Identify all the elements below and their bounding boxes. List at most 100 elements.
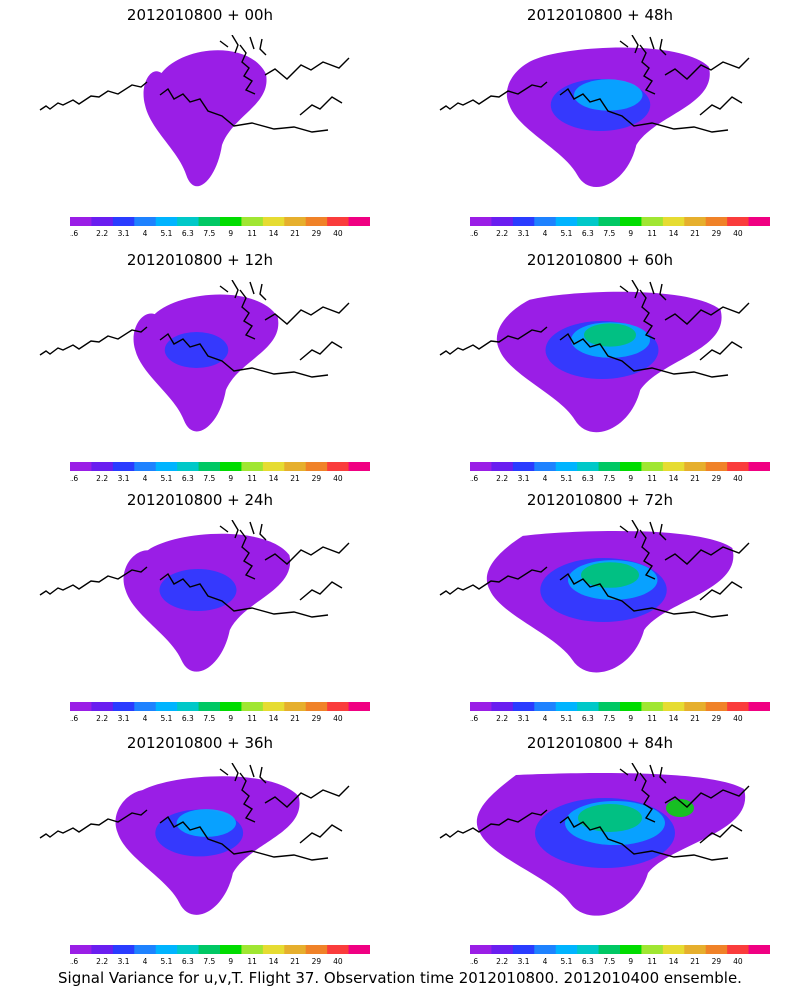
figure-caption: Signal Variance for u,v,T. Flight 37. Ob… [58, 969, 742, 987]
colorbar-tick-label: 21 [690, 957, 700, 965]
colorbar-swatch [134, 945, 157, 954]
colorbar-tick-label: 1.6 [470, 957, 478, 965]
colorbar-swatch [220, 217, 242, 226]
colorbar-swatch [284, 217, 307, 226]
colorbar-swatch [112, 462, 135, 471]
colorbar-tick-label: 1.6 [70, 714, 78, 722]
colorbar: 1.6 2.2 3.1 4 5.1 6.3 7.5 9 11 14 21 29 40 [70, 462, 370, 482]
panel-title: 2012010800 + 00h [126, 6, 274, 24]
colorbar-tick-label: 11 [647, 474, 657, 482]
variance-field [476, 773, 746, 916]
colorbar-tick-label: 29 [312, 229, 322, 237]
colorbar: 1.6 2.2 3.1 4 5.1 6.3 7.5 9 11 14 21 29 40 [470, 217, 770, 237]
colorbar-tick-label: 29 [712, 957, 722, 965]
panel-title: 2012010800 + 36h [126, 734, 274, 752]
colorbar-swatch [491, 702, 514, 711]
colorbar-swatch [727, 462, 750, 471]
colorbar-swatch [534, 945, 557, 954]
colorbar: 1.6 2.2 3.1 4 5.1 6.3 7.5 9 11 14 21 29 40 [70, 945, 370, 965]
colorbar-swatch [284, 702, 307, 711]
colorbar-swatch [641, 945, 664, 954]
colorbar-tick-label: 40 [333, 714, 343, 722]
colorbar-tick-label: 5.1 [160, 229, 172, 237]
colorbar-tick-label: 2.2 [496, 714, 508, 722]
colorbar-swatch [70, 462, 92, 471]
colorbar-tick-label: 1.6 [470, 714, 478, 722]
colorbar-swatch [577, 945, 600, 954]
colorbar-swatch [155, 702, 178, 711]
colorbar-swatch [241, 462, 264, 471]
colorbar-swatch [620, 217, 642, 226]
forecast-panel: 2012010800 + 84h 1.6 2.2 3.1 4 5.1 6.3 7.5 9 11 14… [410, 733, 790, 965]
colorbar-tick-label: 21 [690, 229, 700, 237]
colorbar-swatch [134, 702, 157, 711]
colorbar-swatch [348, 217, 370, 226]
colorbar-swatch [512, 702, 535, 711]
colorbar-tick-label: 2.2 [96, 957, 108, 965]
colorbar-swatch [662, 945, 685, 954]
colorbar-swatch [220, 702, 242, 711]
colorbar-swatch [91, 945, 114, 954]
colorbar-swatch [262, 462, 285, 471]
colorbar-tick-label: 40 [733, 957, 743, 965]
colorbar-swatch [534, 702, 557, 711]
colorbar-tick-label: 7.5 [603, 474, 615, 482]
panel-title: 2012010800 + 72h [526, 491, 674, 509]
colorbar-swatch [134, 217, 157, 226]
colorbar-swatch [684, 462, 707, 471]
variance-map [439, 35, 750, 188]
colorbar-swatch [112, 945, 135, 954]
colorbar-tick-label: 3.1 [518, 229, 530, 237]
colorbar-tick-label: 9 [628, 229, 633, 237]
colorbar-swatch [534, 217, 557, 226]
colorbar-swatch [748, 702, 770, 711]
colorbar-tick-label: 21 [290, 229, 300, 237]
colorbar-tick-label: 40 [333, 229, 343, 237]
colorbar-swatch [491, 945, 514, 954]
colorbar-swatch [327, 702, 350, 711]
colorbar-tick-label: 21 [290, 714, 300, 722]
colorbar-swatch [305, 217, 328, 226]
colorbar-swatch [662, 462, 685, 471]
colorbar-tick-label: 7.5 [203, 229, 215, 237]
forecast-panel: 2012010800 + 60h 1.6 2.2 3.1 4 5.1 6.3 7.5 9 11 14… [410, 250, 790, 482]
colorbar-swatch [577, 217, 600, 226]
colorbar-tick-label: 1.6 [70, 474, 78, 482]
variance-map [439, 520, 750, 673]
forecast-panel: 2012010800 + 36h 1.6 2.2 3.1 4 5.1 6.3 7.5 9 11 14… [10, 733, 390, 965]
colorbar-swatch [262, 217, 285, 226]
colorbar-swatch [284, 945, 307, 954]
colorbar-swatch [177, 945, 200, 954]
colorbar-tick-label: 3.1 [118, 229, 130, 237]
colorbar-tick-label: 6.3 [582, 474, 594, 482]
colorbar-tick-label: 5.1 [560, 957, 572, 965]
colorbar-tick-label: 6.3 [582, 957, 594, 965]
colorbar-tick-label: 3.1 [118, 474, 130, 482]
colorbar-swatch [470, 702, 492, 711]
colorbar-tick-label: 5.1 [560, 229, 572, 237]
colorbar-swatch [512, 217, 535, 226]
forecast-panel: 2012010800 + 48h 1.6 2.2 3.1 4 5.1 6.3 7.5 9 11 14… [410, 5, 790, 237]
variance-map [439, 763, 750, 916]
colorbar-tick-label: 6.3 [182, 957, 194, 965]
colorbar-swatch [512, 945, 535, 954]
variance-field [143, 50, 267, 187]
colorbar-tick-label: 6.3 [582, 229, 594, 237]
panel-title: 2012010800 + 84h [526, 734, 674, 752]
colorbar-swatch [727, 702, 750, 711]
colorbar-tick-label: 6.3 [582, 714, 594, 722]
forecast-panel: 2012010800 + 12h 1.6 2.2 3.1 4 5.1 6.3 7.5 9 11 14… [10, 250, 390, 482]
colorbar-swatch [91, 702, 114, 711]
variance-field [123, 533, 291, 672]
variance-map [39, 35, 350, 187]
colorbar-swatch [198, 702, 221, 711]
colorbar-swatch [684, 945, 707, 954]
colorbar-swatch [555, 702, 578, 711]
colorbar-tick-label: 7.5 [203, 714, 215, 722]
coastline [439, 763, 750, 861]
colorbar-swatch [241, 702, 264, 711]
colorbar-tick-label: 21 [290, 957, 300, 965]
colorbar-tick-label: 29 [312, 714, 322, 722]
colorbar-tick-label: 1.6 [70, 229, 78, 237]
variance-map [39, 763, 350, 915]
